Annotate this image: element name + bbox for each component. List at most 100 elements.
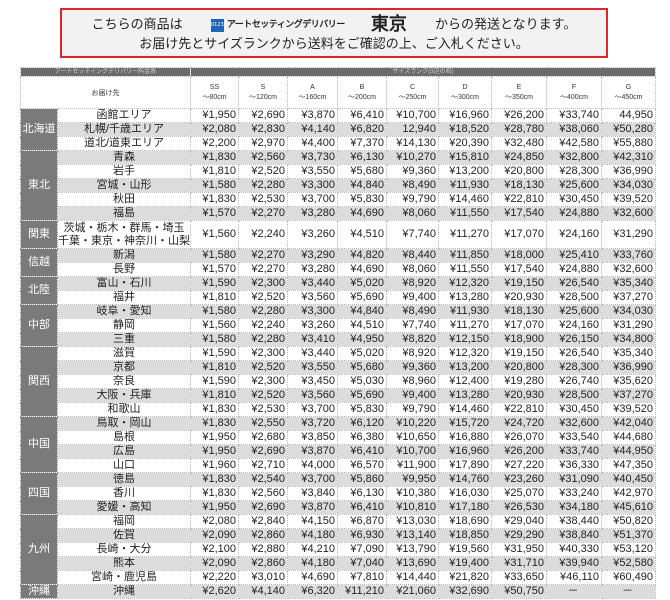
price-f: ¥28,500 — [546, 388, 602, 403]
destination-area: 鳥取・岡山 — [57, 416, 191, 431]
size-limit: ～300cm — [450, 93, 479, 101]
price-a: ¥4,210 — [287, 542, 338, 557]
price-ss: ¥1,580 — [190, 304, 239, 319]
price-c: 12,940 — [386, 122, 439, 137]
price-b: ¥7,810 — [337, 570, 387, 585]
destination-area: 広島 — [57, 444, 191, 459]
price-g: ¥31,290 — [601, 220, 656, 249]
price-g: ¥35,340 — [601, 346, 656, 361]
table-row: 福井 ¥1,810 ¥2,520 ¥3,560 ¥5,690 ¥9,400 ¥13,280 ¥… — [21, 290, 656, 305]
price-a: ¥3,550 — [287, 360, 338, 375]
table-row: 関東 茨城・栃木・群馬・埼玉 千葉・東京・神奈川・山梨 ¥1,560 ¥2,240 ¥3,… — [20, 220, 656, 249]
price-g: ¥33,760 — [601, 248, 656, 263]
price-s: ¥2,550 — [238, 416, 288, 431]
price-d: ¥21,820 — [438, 570, 492, 585]
table-title: アートセッティングデリバリー料金表 — [20, 67, 191, 77]
price-g: ¥35,340 — [601, 276, 656, 291]
price-g: － — [601, 584, 656, 599]
price-g: ¥60,490 — [601, 570, 656, 585]
price-c: ¥8,920 — [386, 276, 439, 291]
price-e: ¥18,130 — [491, 304, 547, 319]
price-ss: ¥2,200 — [190, 136, 239, 151]
price-d: ¥19,400 — [438, 556, 492, 571]
price-d: ¥13,200 — [438, 360, 492, 375]
price-b: ¥5,830 — [337, 192, 387, 207]
price-b: ¥4,840 — [337, 178, 387, 193]
price-f: ¥38,440 — [546, 514, 602, 529]
price-ss: ¥1,830 — [190, 402, 239, 417]
price-s: ¥2,270 — [238, 206, 288, 221]
table-row: 熊本 ¥2,090 ¥2,860 ¥4,180 ¥7,040 ¥13,690 ¥19,400… — [21, 556, 656, 571]
price-b: ¥5,680 — [337, 164, 387, 179]
price-g: ¥47,350 — [601, 458, 656, 473]
price-f: ¥46,110 — [546, 570, 602, 585]
table-row: 広島 ¥1,950 ¥2,690 ¥3,870 ¥6,410 ¥10,700 ¥16,960… — [21, 444, 656, 459]
price-e: ¥24,850 — [491, 150, 547, 165]
price-e: ¥18,000 — [491, 248, 547, 263]
price-ss: ¥1,960 — [190, 458, 239, 473]
table-row: 岩手 ¥1,810 ¥2,520 ¥3,550 ¥5,680 ¥9,360 ¥13,200 ¥… — [21, 164, 656, 179]
price-s: ¥4,140 — [238, 584, 288, 599]
price-f: ¥38,060 — [546, 122, 602, 137]
size-rank: D — [462, 83, 468, 91]
table-row: 中国 鳥取・岡山 ¥1,830 ¥2,550 ¥3,720 ¥6,120 ¥10,220 ¥1… — [20, 416, 656, 473]
price-f: ¥25,600 — [546, 304, 602, 319]
price-a: ¥3,720 — [287, 416, 338, 431]
price-a: ¥3,440 — [287, 276, 338, 291]
price-ss: ¥1,830 — [190, 192, 239, 207]
price-ss: ¥2,090 — [190, 528, 239, 543]
price-e: ¥27,220 — [491, 458, 547, 473]
destination-area: 宮崎・鹿児島 — [57, 570, 191, 585]
price-ss: ¥2,080 — [190, 514, 239, 529]
price-d: ¥14,760 — [438, 472, 492, 487]
price-ss: ¥1,560 — [190, 220, 239, 249]
destination-area: 奈良 — [57, 374, 191, 389]
price-b: ¥6,130 — [337, 150, 387, 165]
size-rank: S — [260, 83, 266, 91]
price-c: ¥10,650 — [386, 430, 439, 445]
price-a: ¥3,840 — [287, 486, 338, 501]
price-b: ¥6,380 — [337, 430, 387, 445]
destination-area: 熊本 — [57, 556, 191, 571]
table-row: 道北/道東エリア ¥2,200 ¥2,970 ¥4,400 ¥7,370 ¥14,130 ¥… — [21, 136, 656, 151]
price-f: ¥33,240 — [546, 486, 602, 501]
price-b: ¥5,830 — [337, 402, 387, 417]
price-s: ¥2,840 — [238, 514, 288, 529]
price-c: ¥13,690 — [386, 556, 439, 571]
price-e: ¥29,040 — [491, 514, 547, 529]
price-a: ¥3,280 — [287, 262, 338, 277]
price-ss: ¥1,810 — [190, 290, 239, 305]
price-s: ¥2,710 — [238, 458, 288, 473]
price-d: ¥14,460 — [438, 402, 492, 417]
price-ss: ¥1,830 — [190, 416, 239, 431]
size-limit: ～400cm — [559, 93, 588, 101]
table-row: 三重 ¥1,580 ¥2,280 ¥3,410 ¥4,950 ¥8,820 ¥12,150 ¥… — [21, 332, 656, 347]
price-f: ¥25,600 — [546, 178, 602, 193]
price-s: ¥2,880 — [238, 542, 288, 557]
price-b: ¥4,510 — [337, 220, 387, 249]
price-a: ¥3,440 — [287, 346, 338, 361]
price-d: ¥17,890 — [438, 458, 492, 473]
price-d: ¥11,270 — [438, 318, 492, 333]
price-ss: ¥2,080 — [190, 122, 239, 137]
price-s: ¥2,690 — [238, 444, 288, 459]
destination-area: 新潟 — [57, 248, 191, 263]
price-f: ¥33,740 — [546, 444, 602, 459]
notice-prefix: こちらの商品は — [91, 17, 183, 33]
price-g: ¥36,990 — [601, 164, 656, 179]
price-b: ¥4,950 — [337, 332, 387, 347]
price-ss: ¥1,810 — [190, 360, 239, 375]
price-g: ¥42,040 — [601, 416, 656, 431]
price-s: ¥2,300 — [238, 374, 288, 389]
region-label: 中部 — [20, 304, 58, 347]
price-d: ¥19,560 — [438, 542, 492, 557]
price-e: ¥24,720 — [491, 416, 547, 431]
price-c: ¥8,920 — [386, 346, 439, 361]
price-s: ¥2,560 — [238, 486, 288, 501]
price-ss: ¥2,220 — [190, 570, 239, 585]
price-e: ¥18,130 — [491, 178, 547, 193]
price-g: ¥32,600 — [601, 206, 656, 221]
carrier-logo-text: アートセッティングデリバリー — [226, 20, 345, 30]
size-limit: ～250cm — [398, 93, 427, 101]
price-s: ¥2,520 — [238, 290, 288, 305]
